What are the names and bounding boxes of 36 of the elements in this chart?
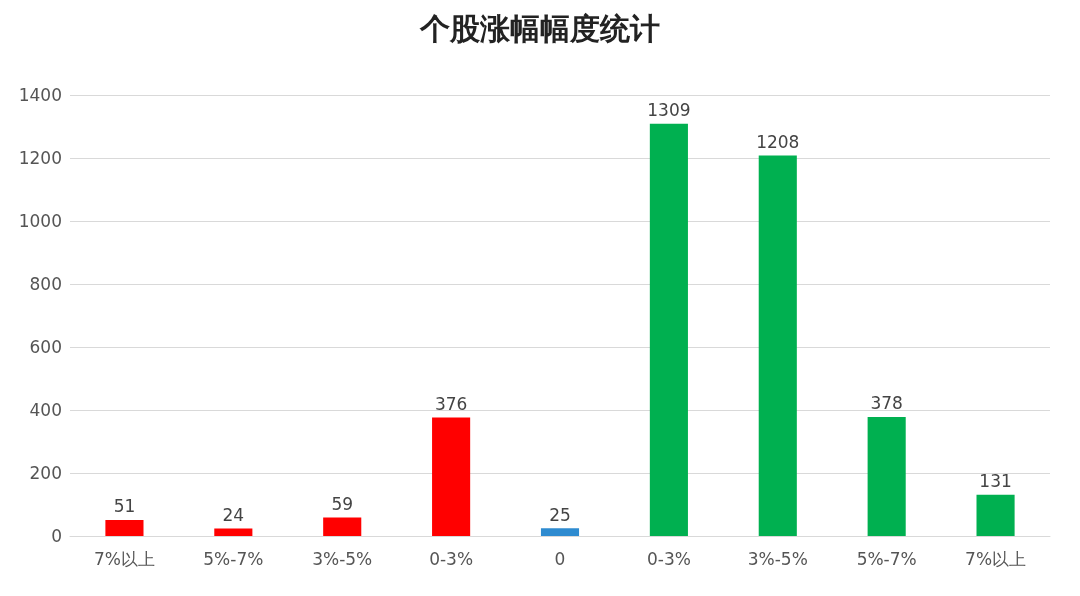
bar: [867, 416, 906, 536]
bar: [105, 519, 144, 536]
y-tick-label: 1200: [18, 148, 62, 168]
y-tick-label: 400: [29, 400, 62, 420]
y-tick-label: 200: [29, 463, 62, 483]
bar: [758, 155, 797, 536]
y-tick-label: 800: [29, 274, 62, 294]
x-tick-label: 7%以上: [965, 548, 1027, 569]
data-label: 378: [870, 393, 903, 414]
data-label: 24: [222, 504, 245, 525]
x-tick-label: 0-3%: [646, 548, 691, 569]
bar: [649, 123, 688, 536]
bar: [323, 517, 362, 536]
bar: [540, 528, 580, 536]
x-tick-label: 7%以上: [93, 548, 155, 569]
bar: [214, 528, 253, 536]
chart-title: 个股涨幅幅度统计: [419, 10, 660, 46]
x-tick-label: 5%-7%: [203, 548, 264, 569]
y-tick-label: 1000: [18, 211, 62, 231]
data-label: 25: [549, 504, 571, 525]
x-tick-label: 0-3%: [429, 548, 474, 569]
y-tick-label: 1400: [18, 85, 62, 105]
data-label: 1208: [756, 131, 800, 152]
y-tick-label: 600: [29, 337, 62, 357]
x-tick-label: 5%-7%: [856, 548, 917, 569]
data-label: 59: [331, 493, 354, 514]
bar: [432, 417, 471, 536]
data-label: 1309: [647, 100, 691, 121]
data-label: 131: [979, 471, 1012, 492]
x-tick-label: 3%-5%: [312, 548, 373, 569]
data-label: 376: [434, 394, 468, 415]
x-tick-label: 3%-5%: [747, 548, 808, 569]
y-tick-label: 0: [51, 526, 62, 546]
x-tick-label: 0: [554, 548, 566, 569]
bar: [976, 494, 1015, 536]
data-label: 51: [113, 496, 136, 517]
